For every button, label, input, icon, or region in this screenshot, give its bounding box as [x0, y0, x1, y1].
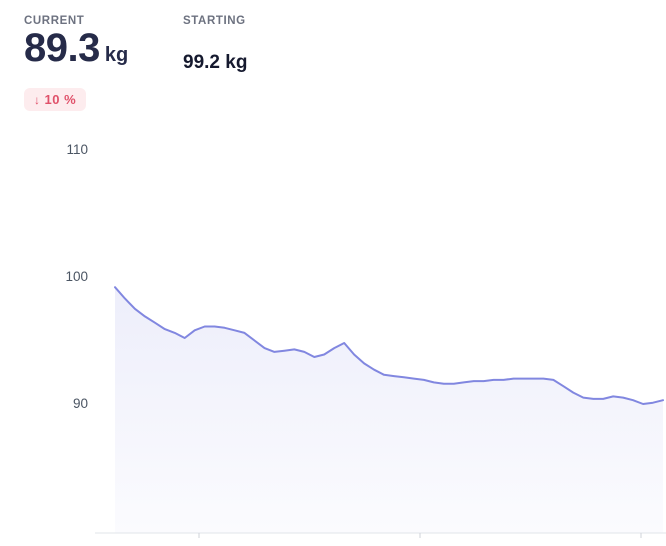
- current-label: CURRENT: [24, 15, 85, 27]
- change-badge: ↓ 10 %: [24, 88, 87, 111]
- chart-area-fill: [115, 287, 663, 533]
- starting-label: STARTING: [183, 15, 246, 27]
- down-arrow-icon: ↓: [34, 92, 41, 107]
- current-weight: 89.3 kg: [24, 26, 128, 70]
- starting-weight: 99.2 kg: [183, 52, 248, 73]
- y-axis-tick-110: 110: [66, 142, 88, 157]
- change-badge-label: 10 %: [44, 92, 77, 107]
- current-weight-number: 89.3: [24, 26, 100, 70]
- y-axis-tick-90: 90: [72, 396, 88, 411]
- current-weight-unit: kg: [104, 44, 129, 66]
- x-axis-ticks: [198, 533, 642, 538]
- chart-line: [114, 286, 664, 405]
- y-axis-tick-100: 100: [65, 269, 88, 284]
